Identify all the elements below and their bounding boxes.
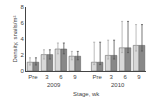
svg-text:4: 4 [20, 36, 24, 42]
svg-text:0: 0 [20, 68, 24, 74]
svg-text:9: 9 [73, 74, 77, 80]
svg-text:Stage, wk: Stage, wk [73, 91, 100, 97]
svg-text:9: 9 [137, 74, 141, 80]
svg-text:Pre: Pre [92, 74, 102, 80]
svg-text:6: 6 [59, 74, 63, 80]
svg-text:3: 3 [109, 74, 113, 80]
svg-text:Density, snails/m²: Density, snails/m² [12, 16, 18, 63]
svg-text:3: 3 [45, 74, 49, 80]
svg-text:2009: 2009 [47, 82, 61, 88]
svg-text:Pre: Pre [28, 74, 38, 80]
svg-text:2010: 2010 [111, 82, 125, 88]
svg-text:2: 2 [20, 52, 24, 58]
svg-text:6: 6 [20, 20, 24, 26]
svg-text:8: 8 [20, 4, 24, 10]
svg-text:6: 6 [123, 74, 127, 80]
